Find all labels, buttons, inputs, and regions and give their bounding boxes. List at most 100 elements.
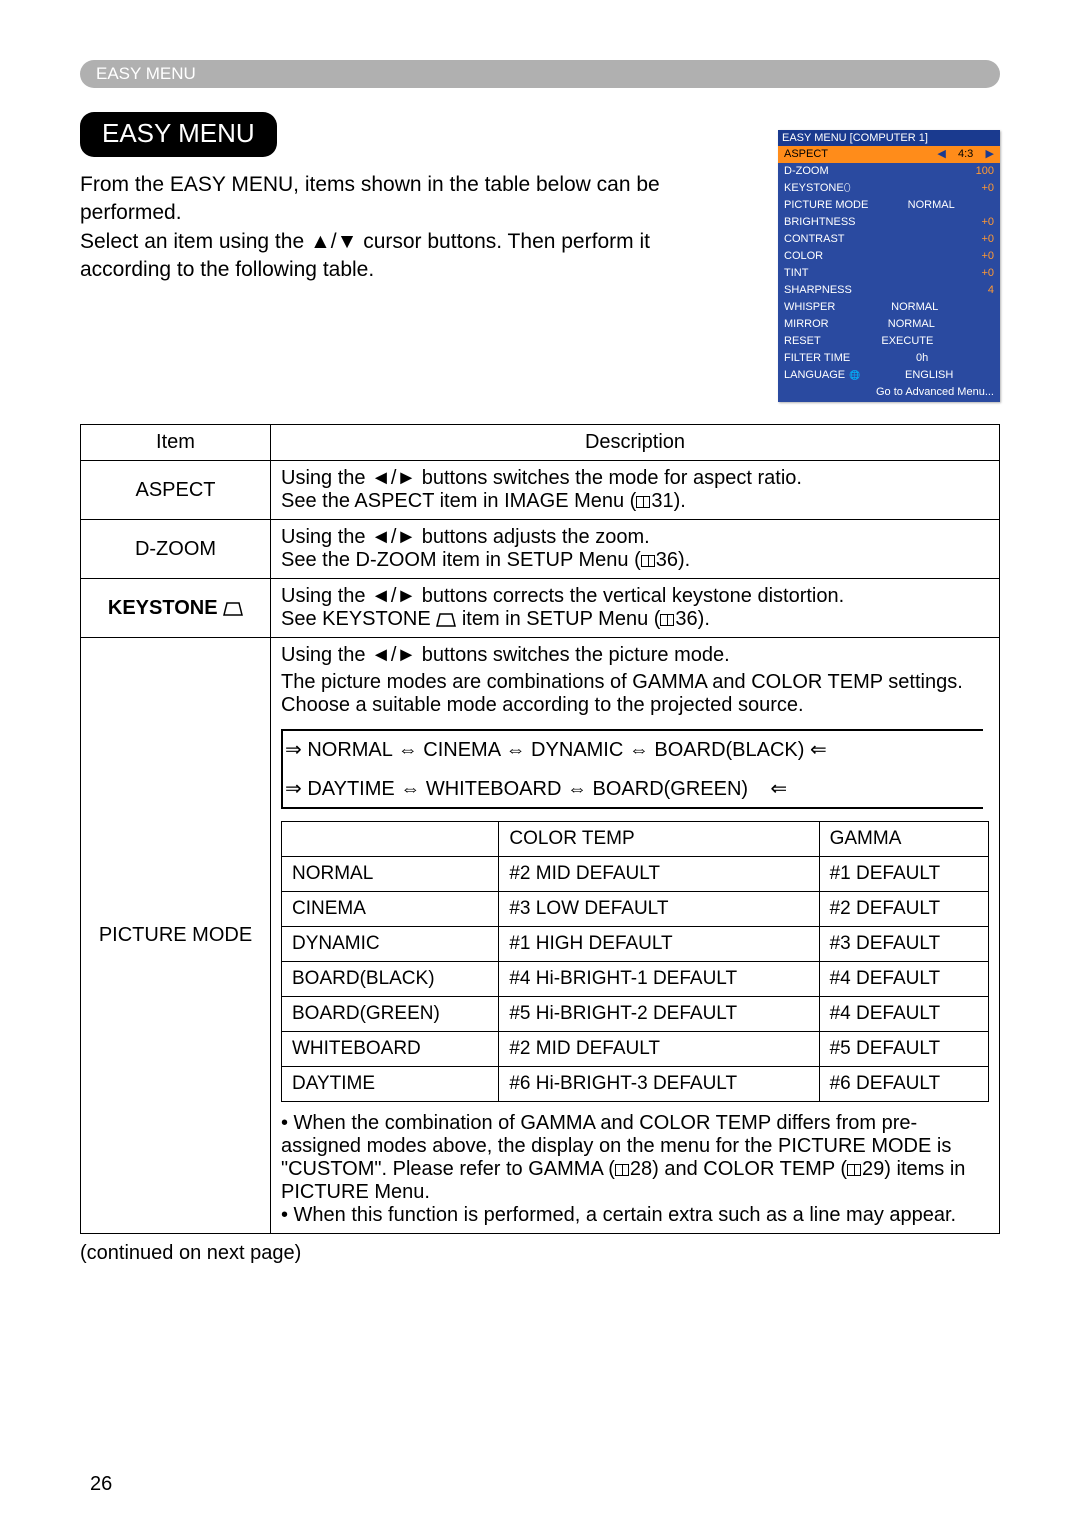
book-icon: [636, 496, 650, 508]
inner-table-cell: BOARD(GREEN): [282, 997, 499, 1032]
inner-table-cell: #5 Hi-BRIGHT-2 DEFAULT: [499, 997, 819, 1032]
osd-row: MIRRORNORMAL: [778, 316, 1000, 333]
osd-row-label: COLOR: [784, 249, 823, 264]
dzoom-desc-l2b: 36).: [656, 549, 690, 571]
book-icon: [641, 555, 655, 567]
aspect-desc-l1: Using the ◄/► buttons switches the mode …: [281, 467, 802, 489]
inner-table-cell: #1 HIGH DEFAULT: [499, 927, 819, 962]
header-bar-text: EASY MENU: [96, 64, 196, 83]
osd-row-value: 100: [976, 164, 994, 179]
osd-row: KEYSTONE⬯ +0: [778, 180, 1000, 197]
dzoom-desc-l2a: See the D-ZOOM item in SETUP Menu (: [281, 549, 641, 571]
osd-title: EASY MENU [COMPUTER 1]: [778, 130, 1000, 146]
inner-table-cell: DYNAMIC: [282, 927, 499, 962]
osd-row-value: ◀ 4:3 ▶: [937, 147, 994, 162]
inner-table-cell: #2 MID DEFAULT: [499, 857, 819, 892]
header-bar: EASY MENU: [80, 60, 1000, 88]
section-title: EASY MENU: [80, 112, 277, 157]
inner-table-cell: WHITEBOARD: [282, 1032, 499, 1067]
inner-table-cell: #6 DEFAULT: [819, 1067, 988, 1102]
osd-row: TINT+0: [778, 265, 1000, 282]
osd-row-value: 0h: [850, 351, 994, 366]
trapezoid-icon: [223, 602, 243, 616]
osd-row-value: ENGLISH: [864, 368, 994, 383]
picture-note-2: • When this function is performed, a cer…: [281, 1204, 989, 1227]
osd-row-label: WHISPER: [784, 300, 835, 315]
osd-row-label: FILTER TIME: [784, 351, 850, 366]
osd-row-value: +0: [981, 181, 994, 196]
osd-row: LANGUAGE 🌐 ENGLISH: [778, 367, 1000, 384]
inner-table-header-cell: GAMMA: [819, 822, 988, 857]
osd-row: PICTURE MODENORMAL: [778, 197, 1000, 214]
cycle-row-2-text: DAYTIME ⇔ WHITEBOARD ⇔ BOARD(GREEN): [307, 778, 748, 800]
osd-row-label: D-ZOOM: [784, 164, 829, 179]
osd-row-label: TINT: [784, 266, 808, 281]
osd-row: D-ZOOM 100: [778, 163, 1000, 180]
row-picturemode-item: PICTURE MODE: [81, 638, 271, 1234]
osd-row: FILTER TIME0h: [778, 350, 1000, 367]
inner-table-header-cell: [282, 822, 499, 857]
inner-table-row: CINEMA#3 LOW DEFAULT#2 DEFAULT: [282, 892, 989, 927]
osd-row-value: EXECUTE: [821, 334, 994, 349]
osd-row-label: MIRROR: [784, 317, 829, 332]
page-number: 26: [90, 1473, 112, 1496]
osd-row-label: SHARPNESS: [784, 283, 852, 298]
inner-table-cell: #1 DEFAULT: [819, 857, 988, 892]
inner-table-row: DAYTIME#6 Hi-BRIGHT-3 DEFAULT#6 DEFAULT: [282, 1067, 989, 1102]
osd-row: BRIGHTNESS+0: [778, 214, 1000, 231]
osd-row-value: +0: [981, 249, 994, 264]
intro-line-2: Select an item using the ▲/▼ cursor butt…: [80, 228, 660, 285]
inner-table-cell: #3 LOW DEFAULT: [499, 892, 819, 927]
inner-table-row: NORMAL#2 MID DEFAULT#1 DEFAULT: [282, 857, 989, 892]
osd-row-label: BRIGHTNESS: [784, 215, 856, 230]
trapezoid-icon: [436, 613, 456, 627]
keystone-desc-l2c: 36).: [675, 608, 709, 630]
osd-row-label: LANGUAGE: [784, 368, 845, 383]
inner-table-cell: #4 DEFAULT: [819, 997, 988, 1032]
keystone-desc-l2b: item in SETUP Menu (: [456, 608, 660, 630]
osd-row-value: NORMAL: [868, 198, 994, 213]
table-header-description: Description: [271, 425, 1000, 461]
inner-table-cell: #2 MID DEFAULT: [499, 1032, 819, 1067]
osd-row-label: KEYSTONE⬯: [784, 181, 851, 196]
osd-row-label: CONTRAST: [784, 232, 845, 247]
osd-row-value: 4: [988, 283, 994, 298]
osd-row: CONTRAST +0: [778, 231, 1000, 248]
inner-table-cell: BOARD(BLACK): [282, 962, 499, 997]
aspect-desc-l2a: See the ASPECT item in IMAGE Menu (: [281, 490, 636, 512]
cycle-row-2: ⇒ DAYTIME ⇔ WHITEBOARD ⇔ BOARD(GREEN) ⇐: [285, 776, 983, 801]
osd-row-label: PICTURE MODE: [784, 198, 868, 213]
inner-table-cell: DAYTIME: [282, 1067, 499, 1102]
row-keystone-desc: Using the ◄/► buttons corrects the verti…: [271, 579, 1000, 638]
osd-menu-screenshot: EASY MENU [COMPUTER 1] ASPECT◀ 4:3 ▶D-ZO…: [778, 130, 1000, 402]
intro-line-1: From the EASY MENU, items shown in the t…: [80, 171, 660, 228]
row-aspect-desc: Using the ◄/► buttons switches the mode …: [271, 461, 1000, 520]
picture-desc-l2: The picture modes are combinations of GA…: [281, 671, 989, 717]
inner-table-cell: CINEMA: [282, 892, 499, 927]
table-header-item: Item: [81, 425, 271, 461]
osd-row: ASPECT ◀ 4:3 ▶: [778, 146, 1000, 163]
inner-table-cell: NORMAL: [282, 857, 499, 892]
aspect-desc-l2b: 31).: [651, 490, 685, 512]
picture-mode-cycle: ⇒ NORMAL ⇔ CINEMA ⇔ DYNAMIC ⇔ BOARD(BLAC…: [281, 729, 983, 809]
cycle-row-1-text: NORMAL ⇔ CINEMA ⇔ DYNAMIC ⇔ BOARD(BLACK): [307, 739, 804, 761]
osd-row: SHARPNESS 4: [778, 282, 1000, 299]
section-title-text: EASY MENU: [102, 118, 255, 148]
inner-table-cell: #4 Hi-BRIGHT-1 DEFAULT: [499, 962, 819, 997]
globe-icon: 🌐: [849, 368, 860, 383]
osd-row-value: +0: [981, 232, 994, 247]
picture-mode-inner-table: COLOR TEMPGAMMANORMAL#2 MID DEFAULT#1 DE…: [281, 821, 989, 1102]
easy-menu-table: Item Description ASPECT Using the ◄/► bu…: [80, 424, 1000, 1234]
osd-row: RESETEXECUTE: [778, 333, 1000, 350]
inner-table-cell: #2 DEFAULT: [819, 892, 988, 927]
osd-row-label: ASPECT: [784, 147, 828, 162]
row-picturemode-desc: Using the ◄/► buttons switches the pictu…: [271, 638, 1000, 1234]
inner-table-header-cell: COLOR TEMP: [499, 822, 819, 857]
inner-table-cell: #3 DEFAULT: [819, 927, 988, 962]
inner-table-row: WHITEBOARD#2 MID DEFAULT#5 DEFAULT: [282, 1032, 989, 1067]
inner-table-cell: #6 Hi-BRIGHT-3 DEFAULT: [499, 1067, 819, 1102]
book-icon: [615, 1164, 629, 1176]
osd-footer: Go to Advanced Menu...: [778, 384, 1000, 402]
keystone-desc-l2a: See KEYSTONE: [281, 608, 436, 630]
keystone-desc-l1: Using the ◄/► buttons corrects the verti…: [281, 585, 844, 607]
